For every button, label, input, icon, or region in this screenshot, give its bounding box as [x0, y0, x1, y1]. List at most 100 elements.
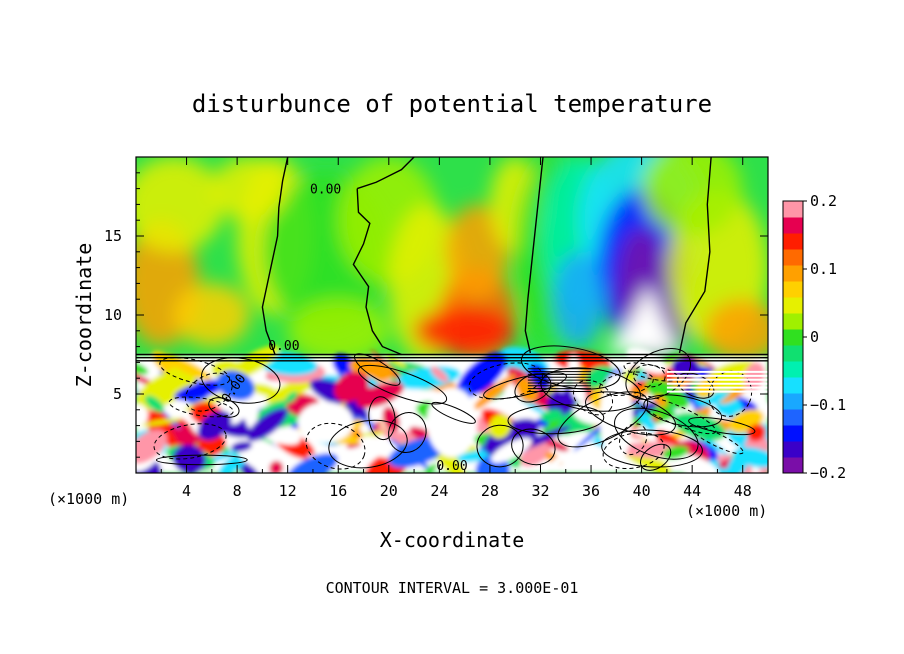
turbulence-patch	[285, 391, 298, 404]
turbulence-patch	[542, 450, 570, 473]
turbulence-patch	[671, 356, 701, 379]
field-blob	[287, 299, 389, 363]
contour-line	[261, 157, 289, 355]
chart-title: disturbunce of potential temperature	[192, 90, 712, 118]
contour-loop	[159, 357, 231, 386]
field-blob	[445, 204, 509, 300]
turbulence-patch	[546, 387, 577, 417]
turbulence-patch	[430, 366, 449, 383]
turbulence-patch	[139, 417, 183, 427]
contour-line	[678, 157, 712, 354]
turbulence-patch	[333, 371, 369, 403]
colorbar-swatch	[783, 377, 803, 394]
x-tick-label: 20	[380, 482, 398, 500]
contour-loop	[483, 372, 567, 400]
contour-loop	[573, 379, 614, 416]
x-tick-label: 44	[683, 482, 701, 500]
x-unit-right: (×1000 m)	[686, 502, 767, 520]
contour-label: 0.00	[310, 182, 341, 197]
contour-loop	[614, 407, 699, 460]
y-tick-label: 15	[104, 227, 122, 245]
contour-label: 0.00	[268, 339, 299, 354]
contour-loop	[305, 422, 366, 470]
x-axis: 4 8 12 16 20 24 28 32 36 40 44 48	[160, 157, 752, 500]
contour-loop	[201, 357, 281, 404]
turbulence-patch	[653, 394, 667, 408]
colorbar-label: 0	[810, 328, 819, 346]
colorbar-swatch	[783, 281, 803, 298]
x-tick-label: 36	[582, 482, 600, 500]
field-blob	[414, 307, 516, 355]
colorbar-swatch	[783, 425, 803, 442]
turbulence-patch	[174, 379, 229, 401]
turbulence-patch	[269, 460, 284, 473]
turbulence-patch	[286, 453, 338, 473]
contour-loop	[328, 419, 408, 469]
contour-loop	[354, 353, 401, 386]
turbulence-patch	[669, 453, 719, 473]
x-unit-left: (×1000 m)	[48, 490, 129, 508]
white-pool	[426, 387, 478, 458]
contour-loop	[507, 404, 605, 435]
turbulence-patch	[382, 406, 400, 432]
contour-loop	[208, 397, 240, 418]
y-tick-label: 5	[113, 385, 122, 403]
contour-loop	[557, 391, 649, 448]
field-blob	[136, 157, 225, 252]
turbulence-patch	[136, 429, 167, 464]
contour-loop	[368, 396, 396, 441]
y-axis: 5 10 15	[104, 172, 768, 458]
colorbar-label: 0.1	[810, 260, 837, 278]
turbulence-patch	[732, 447, 768, 468]
x-tick-label: 48	[734, 482, 752, 500]
turbulence-patch	[475, 455, 510, 473]
colorbar-label: −0.1	[810, 396, 846, 414]
contour-interval-note: CONTOUR INTERVAL = 3.000E-01	[326, 579, 579, 597]
colorbar-swatch	[783, 233, 803, 250]
colorbar-swatch	[783, 441, 803, 458]
contour-loop	[476, 424, 524, 468]
x-tick-label: 16	[329, 482, 347, 500]
x-axis-label: X-coordinate	[380, 528, 525, 552]
colorbar-label: 0.2	[810, 192, 837, 210]
colorbar-swatch	[783, 249, 803, 266]
turbulence-patch	[216, 370, 255, 401]
contour-loop	[185, 372, 233, 412]
turbulence-patch	[172, 444, 207, 473]
contour-loop	[623, 362, 680, 382]
colorbar-label: −0.2	[810, 464, 846, 482]
turbulence-patch	[251, 383, 277, 397]
y-axis-label: Z-coordinate	[72, 243, 96, 388]
cold-core	[603, 283, 680, 353]
colorbar-swatch	[783, 329, 803, 346]
contour-loop	[688, 416, 756, 436]
colorbar-swatch	[783, 345, 803, 362]
colorbar-swatch	[783, 313, 803, 330]
field-blob	[173, 283, 250, 347]
contour-loop	[357, 364, 448, 405]
contour-label: 0.00	[436, 459, 467, 474]
y-tick-label: 10	[104, 306, 122, 324]
field-blob	[211, 157, 288, 221]
contour-line	[524, 157, 544, 354]
contour-loop	[643, 394, 723, 428]
contour-lines	[136, 157, 768, 471]
colorbar-swatch	[783, 393, 803, 410]
contour-loop	[708, 370, 753, 417]
turbulence-patch	[356, 381, 404, 409]
colorbar-swatch	[783, 361, 803, 378]
turbulence-patch	[247, 407, 288, 442]
turbulence-patch	[638, 411, 656, 432]
turbulence-patch	[545, 439, 569, 452]
colorbar: 0.2 0.1 0 −0.1 −0.2	[782, 192, 846, 482]
contour-line	[352, 188, 402, 356]
contour-loop	[388, 412, 427, 453]
turbulence-patch	[144, 395, 165, 413]
turbulence-patch	[396, 366, 461, 390]
turbulence-patch	[203, 417, 215, 428]
turbulence-patch	[230, 441, 253, 452]
contour-loop	[601, 429, 703, 468]
turbulence-patch	[489, 414, 512, 439]
contour-loop	[511, 428, 556, 466]
turbulence-patch	[388, 437, 446, 468]
